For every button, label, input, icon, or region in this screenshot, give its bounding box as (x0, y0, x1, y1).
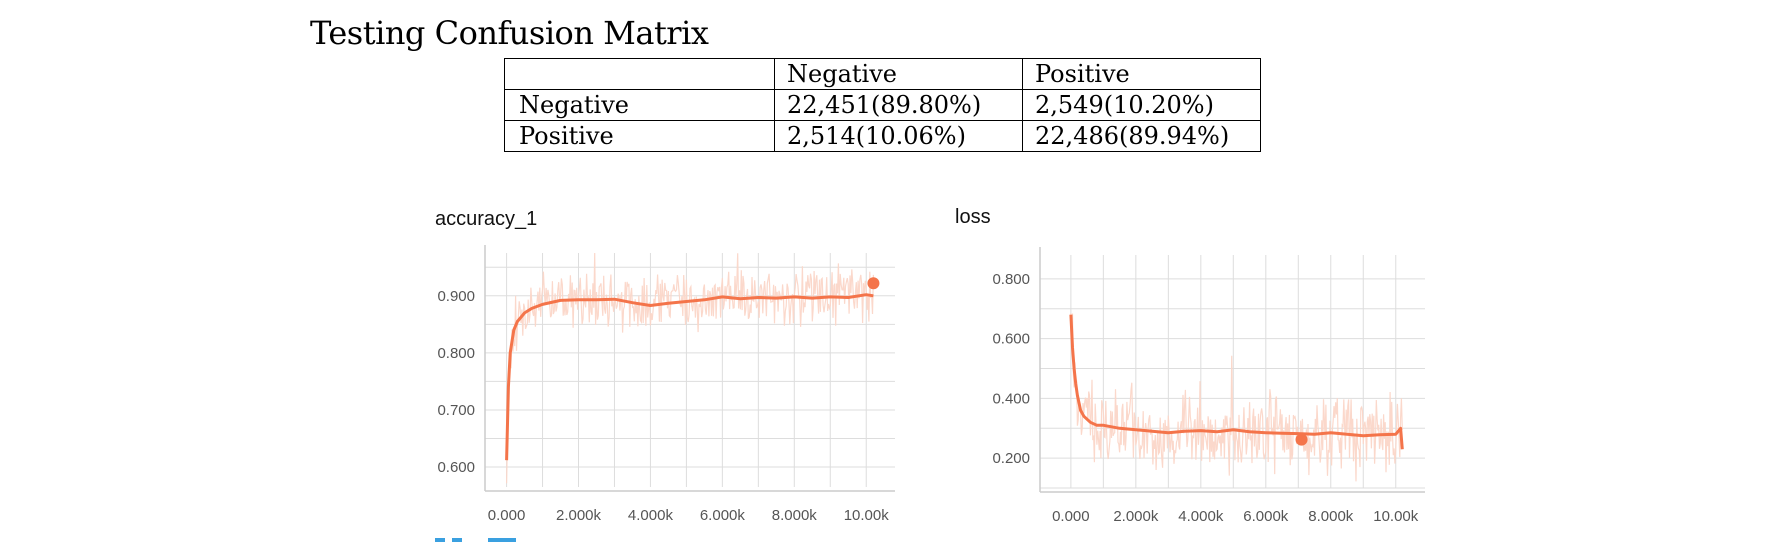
loss-chart: 0.200 0.400 0.600 0.800 0.000 2.000k 4.000k 6.0… (992, 247, 1425, 525)
chart-toolbar-dash[interactable] (435, 538, 445, 542)
chart-toolbar-dash[interactable] (452, 538, 462, 542)
y-tick-label: 0.800 (437, 345, 475, 362)
y-tick-label: 0.600 (437, 459, 475, 476)
table-cell: 2,549(10.20%) (1022, 89, 1261, 121)
y-tick-label: 0.700 (437, 402, 475, 419)
chart-toolbar-button[interactable] (488, 538, 516, 542)
table-row: Negative 22,451(89.80%) 2,549(10.20%) (504, 89, 1261, 121)
smoothed-series-line (1069, 314, 1404, 450)
x-tick-label: 4.000k (1178, 508, 1224, 525)
accuracy-chart-title: accuracy_1 (435, 208, 538, 230)
highlight-marker (867, 277, 880, 290)
table-corner-cell (504, 58, 775, 90)
table-cell: 22,486(89.94%) (1022, 120, 1261, 152)
x-tick-label: 2.000k (556, 507, 602, 524)
x-tick-label: 8.000k (1308, 508, 1354, 525)
x-tick-label: 6.000k (700, 507, 746, 524)
table-cell: 2,514(10.06%) (774, 120, 1023, 152)
smoothed-series-line (505, 293, 874, 461)
column-header-negative: Negative (774, 58, 1023, 90)
x-tick-label: 8.000k (772, 507, 818, 524)
raw-series-line (506, 252, 874, 484)
x-tick-label: 10.00k (1373, 508, 1419, 525)
page-title: Testing Confusion Matrix (310, 14, 709, 52)
y-tick-label: 0.200 (992, 450, 1030, 467)
x-tick-label: 10.00k (844, 507, 890, 524)
y-tick-label: 0.800 (992, 271, 1030, 288)
table-header-row: Negative Positive (504, 58, 1261, 90)
column-header-positive: Positive (1022, 58, 1261, 90)
x-tick-label: 4.000k (628, 507, 674, 524)
loss-chart-title: loss (955, 206, 991, 228)
raw-series-line (1070, 313, 1403, 482)
y-tick-label: 0.400 (992, 390, 1030, 407)
row-label-negative: Negative (504, 89, 775, 121)
x-tick-label: 6.000k (1243, 508, 1289, 525)
row-label-positive: Positive (504, 120, 775, 152)
y-tick-label: 0.900 (437, 288, 475, 305)
table-row: Positive 2,514(10.06%) 22,486(89.94%) (504, 120, 1261, 152)
highlight-marker (1295, 433, 1308, 446)
confusion-matrix-table: Negative Positive Negative 22,451(89.80%… (504, 58, 1261, 152)
accuracy-chart: 0.600 0.700 0.800 0.900 0.000 2.000k 4.000k 6.0… (437, 245, 895, 524)
x-tick-label: 0.000 (1052, 508, 1090, 525)
table-cell: 22,451(89.80%) (774, 89, 1023, 121)
x-tick-label: 2.000k (1113, 508, 1159, 525)
x-tick-label: 0.000 (488, 507, 526, 524)
y-tick-label: 0.600 (992, 331, 1030, 348)
